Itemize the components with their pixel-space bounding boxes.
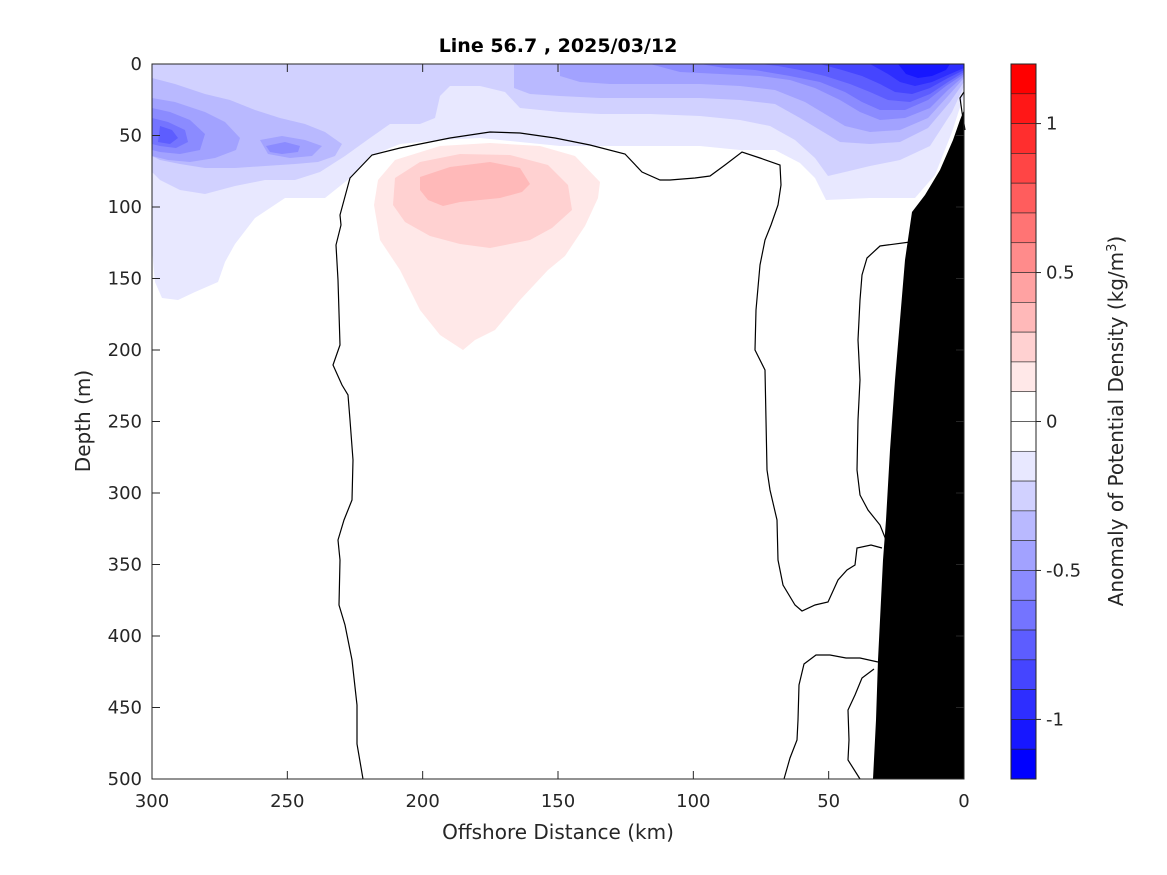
plot-area: 300 250 200 150 100 50 0 050100150200250300350… [108,54,970,812]
x-tick-label: 200 [405,791,439,812]
colorbar-band [1010,242,1037,273]
y-tick-label: 500 [108,769,142,790]
y-tick-label: 50 [119,126,142,147]
colorbar-band [1010,599,1037,631]
chart-title: Line 56.7 , 2025/03/12 [439,35,678,57]
y-tick-label: 350 [108,555,142,576]
colorbar-label-main: Anomaly of Potential Density (kg/m [1104,252,1128,606]
colorbar-band [1010,540,1037,571]
positive-contour-fill-0.3 [420,162,530,206]
y-tick-label: 100 [108,197,142,218]
x-axis-ticks: 300 250 200 150 100 50 0 [135,64,970,812]
colorbar-label: Anomaly of Potential Density (kg/m3) [1104,236,1128,606]
colorbar-band [1010,391,1037,422]
zero-contour-lines [332,91,966,780]
colorbar-band [1010,748,1037,780]
negative-contour-fill-0.3 [152,64,964,168]
colorbar-band [1010,689,1037,720]
y-tick-label: 0 [131,54,142,75]
y-tick-label: 450 [108,698,142,719]
x-tick-label: 150 [541,791,575,812]
colorbar-tick-label: 0.5 [1046,263,1075,284]
colorbar-band [1010,421,1037,452]
y-tick-label: 250 [108,412,142,433]
colorbar-band [1010,153,1037,184]
colorbar-band [1010,123,1037,154]
y-axis-label: Depth (m) [71,370,95,472]
colorbar-label-superscript: 3 [1105,244,1120,252]
colorbar-band [1010,480,1037,512]
y-tick-label: 150 [108,269,142,290]
x-tick-label: 50 [817,791,840,812]
colorbar-band [1010,302,1037,333]
y-tick-label: 400 [108,626,142,647]
zero-contour-main [332,131,883,780]
y-axis-ticks: 0 50 100 150 200 250 300 350 400 450 500 [108,54,964,790]
colorbar-tick-label: -1 [1046,709,1064,730]
colorbar-band [1010,93,1037,124]
colorbar-band [1010,63,1037,95]
x-tick-label: 250 [270,791,304,812]
zero-contour-deep-loop [783,654,879,780]
zero-contour-near-shore [856,241,933,541]
colorbar-band [1010,182,1037,214]
colorbar-band [1010,659,1037,690]
colorbar: 1 0.5 0 -0.5 -1 Anomaly of Potential Density… [1010,63,1128,780]
colorbar-band [1010,510,1037,541]
x-axis-label: Offshore Distance (km) [442,820,674,844]
x-tick-label: 0 [958,791,969,812]
colorbar-band [1010,331,1037,363]
colorbar-band [1010,719,1037,750]
y-tick-label: 300 [108,483,142,504]
colorbar-tick-label: 0 [1046,412,1057,433]
colorbar-tick-label: 1 [1046,114,1057,135]
zero-contour-deep-inner [847,668,875,780]
colorbar-band [1010,450,1037,482]
colorbar-band [1010,212,1037,244]
colorbar-band [1010,629,1037,661]
bathymetry [873,110,964,779]
x-tick-label: 300 [135,791,169,812]
colorbar-tick-label: -0.5 [1046,560,1081,581]
colorbar-band [1010,272,1037,303]
x-tick-label: 100 [676,791,710,812]
colorbar-label-close: ) [1104,236,1128,244]
negative-contour-fill-1.0 [898,64,950,78]
colorbar-bands [1010,63,1037,780]
y-tick-label: 200 [108,340,142,361]
colorbar-band [1010,570,1037,601]
colorbar-ticks: 1 0.5 0 -0.5 -1 [1036,114,1081,730]
colorbar-band [1010,361,1037,393]
